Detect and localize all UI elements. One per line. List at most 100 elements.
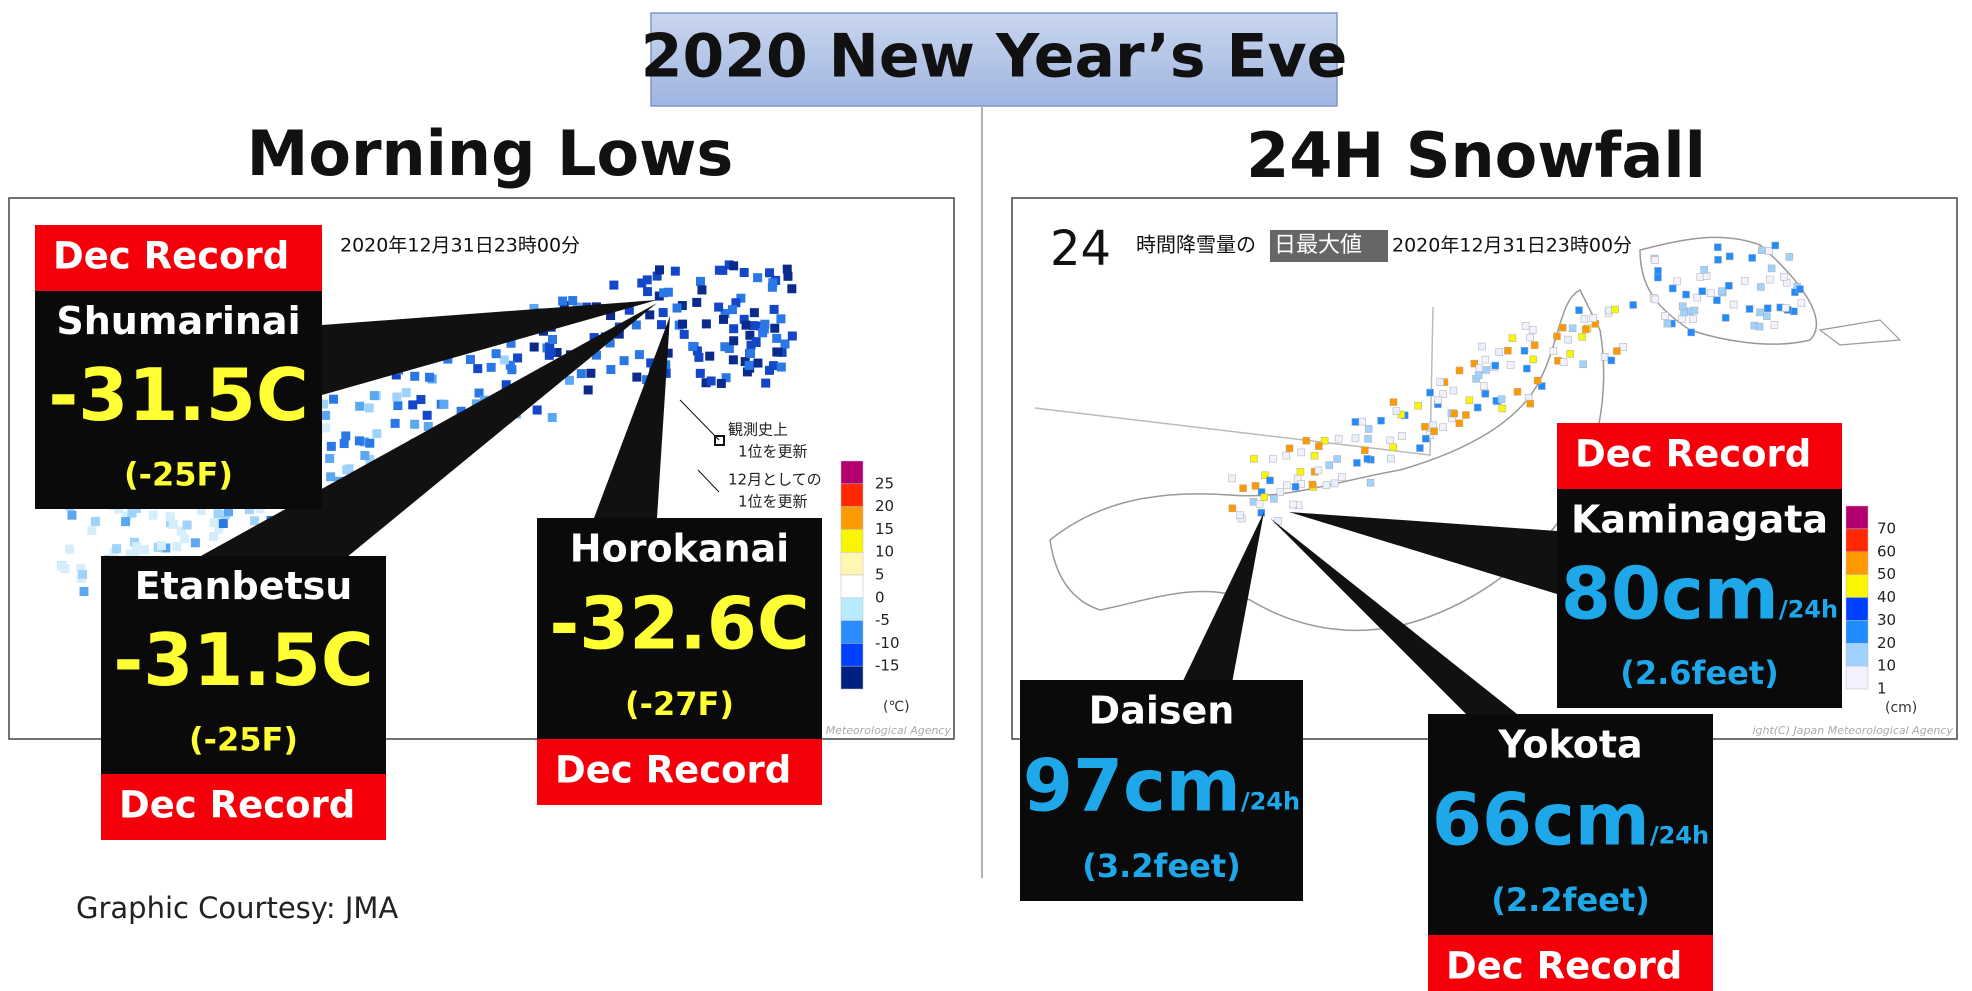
slide-title: 2020 New Year’s Eve (641, 22, 1348, 92)
panel-heading: 24H Snowfall (1246, 119, 1706, 192)
station (552, 348, 562, 358)
station (1285, 444, 1294, 453)
station (1351, 434, 1360, 442)
station (1364, 425, 1373, 433)
station (1763, 304, 1772, 313)
station (1296, 467, 1305, 476)
station (1314, 466, 1323, 475)
station (1322, 481, 1331, 489)
station (1320, 437, 1329, 445)
station (182, 520, 192, 530)
legend-swatch (840, 620, 864, 644)
station-secondary: (-27F) (625, 685, 734, 723)
station (1651, 295, 1660, 304)
station (1566, 350, 1574, 358)
station (1611, 305, 1619, 314)
station (1678, 302, 1687, 311)
legend-label: 5 (875, 566, 885, 584)
station (624, 305, 634, 315)
station (1523, 364, 1531, 373)
badge-label: Dec Record (555, 749, 791, 792)
station (1358, 417, 1366, 426)
station (1663, 319, 1672, 328)
station (365, 454, 375, 464)
legend-label: -5 (875, 611, 890, 629)
station (645, 310, 655, 320)
station (1289, 500, 1297, 509)
station (401, 388, 411, 398)
station (1757, 283, 1765, 291)
station (760, 319, 770, 329)
station (214, 524, 224, 534)
station (776, 362, 786, 372)
station (787, 284, 797, 294)
legend-unit: (cm) (1885, 700, 1917, 716)
station (391, 370, 401, 380)
station (90, 516, 100, 526)
station (1613, 347, 1621, 355)
station (1520, 347, 1529, 355)
value-text: -31.5C (48, 353, 308, 437)
station (354, 436, 364, 446)
station (729, 324, 739, 334)
station (631, 320, 641, 330)
station (1748, 254, 1756, 262)
station-name: Horokanai (570, 527, 789, 571)
station (727, 305, 737, 315)
station (658, 308, 668, 318)
station (1239, 484, 1247, 492)
station (408, 400, 418, 410)
callout-box (35, 291, 322, 509)
legend-swatch (840, 460, 864, 485)
station (576, 369, 586, 379)
station (501, 380, 511, 390)
callout: Dec Record Yokota 66cm/24h (2.2feet) (1428, 714, 1713, 991)
station (1398, 432, 1406, 440)
legend-swatch (840, 665, 864, 690)
station (1575, 306, 1583, 314)
station-secondary: (3.2feet) (1082, 847, 1241, 885)
station (545, 342, 555, 352)
station (1785, 253, 1794, 261)
station (586, 368, 596, 378)
legend-label: 10 (1877, 657, 1896, 675)
station (776, 314, 786, 324)
station (605, 338, 615, 348)
station (783, 271, 793, 281)
station (121, 517, 131, 527)
station (637, 278, 647, 288)
map-title: 時間降雪量の (1136, 233, 1256, 257)
legend-label: 20 (875, 497, 894, 515)
station (339, 439, 349, 449)
station (1364, 435, 1372, 443)
panel-heading: Morning Lows (247, 117, 734, 190)
station (506, 338, 516, 348)
station (172, 542, 182, 552)
title-box (650, 12, 1338, 107)
station (250, 516, 260, 526)
station (1283, 481, 1291, 490)
station (1325, 461, 1334, 469)
station (1276, 488, 1285, 496)
station-value: 66cm/24h (1432, 777, 1709, 861)
station (532, 405, 542, 415)
station (422, 410, 432, 420)
station (1689, 315, 1697, 323)
value-text: 66cm (1432, 777, 1650, 861)
station (768, 361, 778, 371)
callout: Daisen 97cm/24h (3.2feet) (1020, 680, 1303, 901)
legend-swatch (1845, 505, 1869, 530)
station (1725, 282, 1733, 290)
station (1740, 277, 1749, 285)
station (1521, 322, 1530, 330)
station (1796, 285, 1804, 293)
badge-box (537, 739, 822, 805)
station (773, 347, 783, 357)
station (410, 419, 420, 429)
station (1605, 306, 1613, 315)
station (1770, 321, 1779, 329)
station (739, 268, 749, 278)
legend-label: 30 (1877, 611, 1896, 629)
station (416, 395, 426, 405)
